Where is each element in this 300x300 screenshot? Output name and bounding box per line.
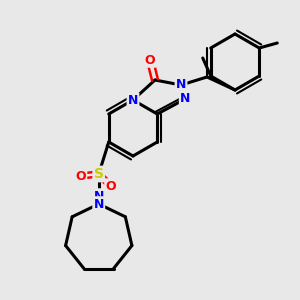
Text: S: S [94,167,104,181]
Text: N: N [94,197,104,211]
Text: N: N [94,190,104,202]
Text: O: O [145,53,155,67]
Text: O: O [75,169,86,182]
Text: N: N [180,92,190,106]
Text: N: N [176,79,186,92]
Text: O: O [105,179,116,193]
Text: N: N [128,94,138,106]
